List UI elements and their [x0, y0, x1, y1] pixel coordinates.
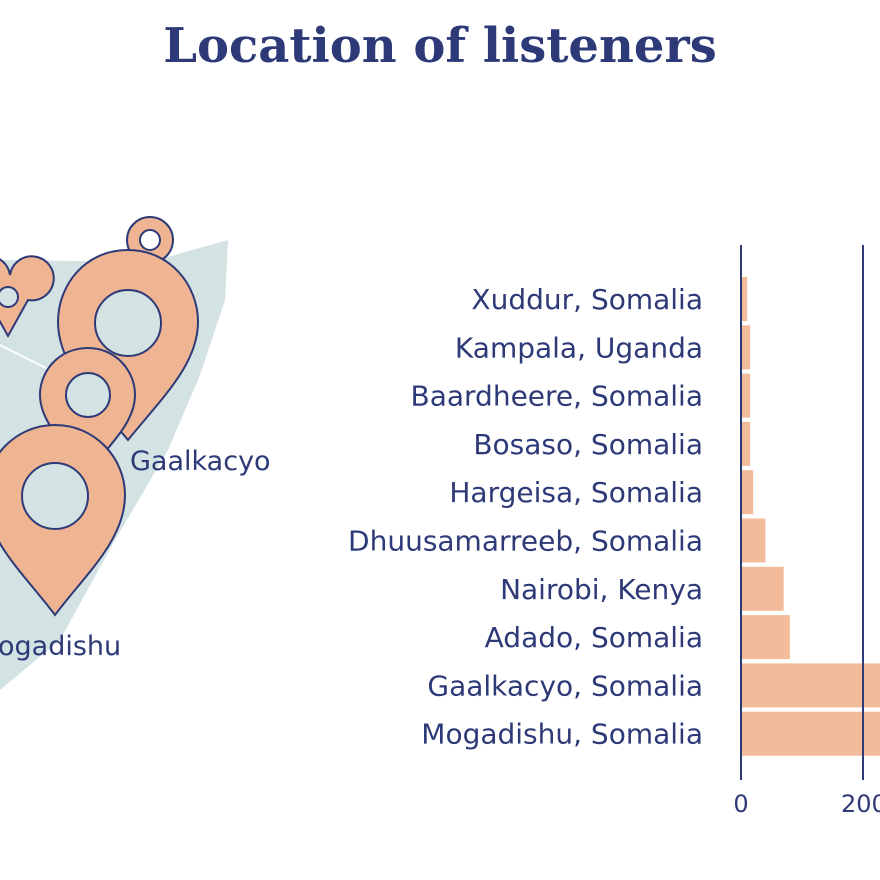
- x-tick-label: 0: [733, 790, 748, 818]
- somalia-map: Gaalkacyo ogadishu: [0, 216, 271, 690]
- bars-layer: [741, 277, 880, 756]
- category-label: Adado, Somalia: [485, 621, 703, 654]
- bar-mogadishu: [741, 711, 880, 756]
- x-tick-label: 200: [841, 790, 880, 818]
- category-label: Mogadishu, Somalia: [421, 718, 703, 751]
- category-label: Kampala, Uganda: [455, 331, 703, 364]
- category-label: Bosaso, Somalia: [473, 428, 703, 461]
- bar-bosaso: [741, 421, 751, 466]
- category-label: Hargeisa, Somalia: [449, 476, 703, 509]
- category-label: Xuddur, Somalia: [471, 283, 703, 316]
- category-label: Nairobi, Kenya: [500, 573, 703, 606]
- bar-baardheere: [741, 373, 751, 418]
- bar-hargeisa: [741, 470, 754, 515]
- category-labels: Xuddur, Somalia Kampala, Uganda Baardheere…: [348, 283, 703, 751]
- bar-kampala: [741, 325, 751, 370]
- bar-adado: [741, 615, 790, 660]
- chart-title: Location of listeners: [163, 18, 717, 74]
- map-label-gaalkacyo: Gaalkacyo: [130, 446, 271, 477]
- category-label: Baardheere, Somalia: [411, 380, 704, 413]
- x-ticks: 0 200: [733, 790, 880, 818]
- bar-gaalkacyo: [741, 663, 880, 708]
- map-label-mogadishu: ogadishu: [0, 631, 121, 662]
- category-label: Dhuusamarreeb, Somalia: [348, 525, 703, 558]
- bar-dhuusamarreeb: [741, 518, 766, 563]
- bar-nairobi: [741, 566, 784, 611]
- map-pin-icon: [0, 423, 127, 617]
- category-label: Gaalkacyo, Somalia: [427, 669, 703, 702]
- map-pin-icon: [0, 255, 55, 339]
- bar-xuddur: [741, 277, 748, 321]
